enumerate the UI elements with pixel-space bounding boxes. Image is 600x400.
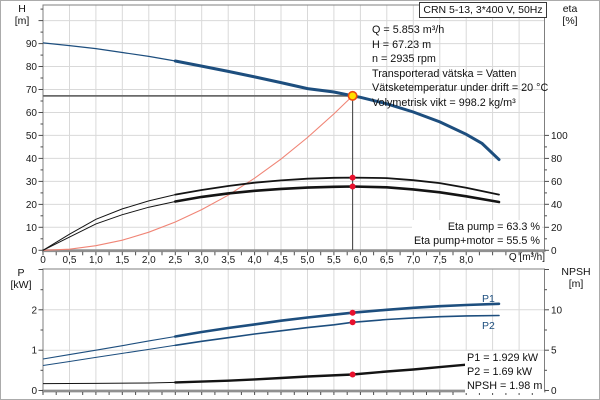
npsh-axis-name: NPSH: [561, 266, 591, 278]
svg-text:4,0: 4,0: [248, 255, 262, 266]
svg-text:5,0: 5,0: [301, 255, 315, 266]
svg-text:70: 70: [26, 85, 38, 96]
pump-title-box: CRN 5-13, 3*400 V, 50Hz: [419, 2, 547, 18]
info-line-liquid: Transporterad vätska = Vatten: [372, 67, 517, 80]
info-line-h: H = 67.23 m: [372, 38, 432, 51]
svg-text:60: 60: [551, 177, 563, 188]
svg-text:4,5: 4,5: [274, 255, 288, 266]
svg-text:6,0: 6,0: [353, 255, 367, 266]
duty-info-block: Q = 5.853 m³/h H = 67.23 m n = 2935 rpm …: [372, 23, 548, 111]
p1-curve-label: P1: [482, 293, 495, 305]
npsh-axis-unit: [m]: [568, 278, 584, 290]
svg-text:5: 5: [551, 346, 557, 357]
q-axis-label: Q [m³/h]: [508, 252, 545, 263]
p-axis-label: P [kW]: [4, 267, 38, 291]
svg-text:90: 90: [26, 39, 38, 50]
svg-text:10: 10: [26, 223, 38, 234]
svg-text:6,5: 6,5: [380, 255, 394, 266]
svg-text:7,0: 7,0: [406, 255, 420, 266]
svg-text:1,0: 1,0: [89, 255, 103, 266]
npsh-axis-label: NPSH [m]: [554, 266, 598, 290]
svg-text:80: 80: [26, 62, 38, 73]
svg-text:5,5: 5,5: [327, 255, 341, 266]
svg-text:2: 2: [31, 305, 37, 316]
svg-text:30: 30: [26, 177, 38, 188]
p-axis-name: P: [17, 267, 25, 279]
eta-annotation: Eta pump = 63.3 % Eta pump+motor = 55.5 …: [411, 220, 542, 249]
svg-text:1: 1: [31, 346, 37, 357]
svg-text:1,5: 1,5: [115, 255, 129, 266]
svg-text:2,0: 2,0: [142, 255, 156, 266]
svg-text:20: 20: [551, 223, 563, 234]
eta-axis-label: eta [%]: [552, 3, 588, 27]
svg-text:0: 0: [551, 386, 557, 397]
p-axis-unit: [kW]: [10, 279, 32, 291]
svg-text:100: 100: [551, 131, 568, 142]
info-line-density: Volymetrisk vikt = 998.2 kg/m³: [372, 96, 516, 109]
svg-text:8,0: 8,0: [459, 255, 473, 266]
info-line-n: n = 2935 rpm: [372, 53, 436, 66]
svg-text:80: 80: [551, 154, 563, 165]
svg-text:0: 0: [31, 246, 37, 257]
p1-value: P1 = 1.929 kW: [467, 352, 539, 364]
svg-text:7,5: 7,5: [433, 255, 447, 266]
p2-curve-label: P2: [482, 320, 495, 332]
p2-value: P2 = 1.69 kW: [467, 366, 533, 378]
svg-text:50: 50: [26, 131, 38, 142]
power-npsh-annotation: P1 = 1.929 kW P2 = 1.69 kW NPSH = 1.98 m: [465, 351, 545, 393]
svg-text:60: 60: [26, 108, 38, 119]
svg-text:0: 0: [31, 386, 37, 397]
eta-axis-name: eta: [562, 3, 578, 15]
eta-pump-value: Eta pump = 63.3 %: [447, 221, 540, 233]
svg-text:20: 20: [26, 200, 38, 211]
svg-text:40: 40: [551, 200, 563, 211]
h-axis-unit: [m]: [14, 15, 30, 27]
info-line-q: Q = 5.853 m³/h: [372, 24, 445, 36]
h-axis-label: H [m]: [6, 3, 38, 27]
npsh-value: NPSH = 1.98 m: [467, 380, 543, 392]
svg-text:40: 40: [26, 154, 38, 165]
eta-axis-unit: [%]: [562, 15, 578, 27]
svg-text:3,5: 3,5: [221, 255, 235, 266]
info-line-temp: Vätsketemperatur under drift = 20 °C: [372, 82, 549, 95]
svg-text:10: 10: [551, 305, 563, 316]
eta-pump-motor-value: Eta pump+motor = 55.5 %: [413, 235, 540, 248]
svg-text:0: 0: [40, 255, 46, 266]
svg-text:3,0: 3,0: [195, 255, 209, 266]
h-axis-name: H: [18, 3, 26, 15]
svg-text:0,5: 0,5: [63, 255, 77, 266]
svg-text:0: 0: [551, 246, 557, 257]
svg-text:2,5: 2,5: [168, 255, 182, 266]
